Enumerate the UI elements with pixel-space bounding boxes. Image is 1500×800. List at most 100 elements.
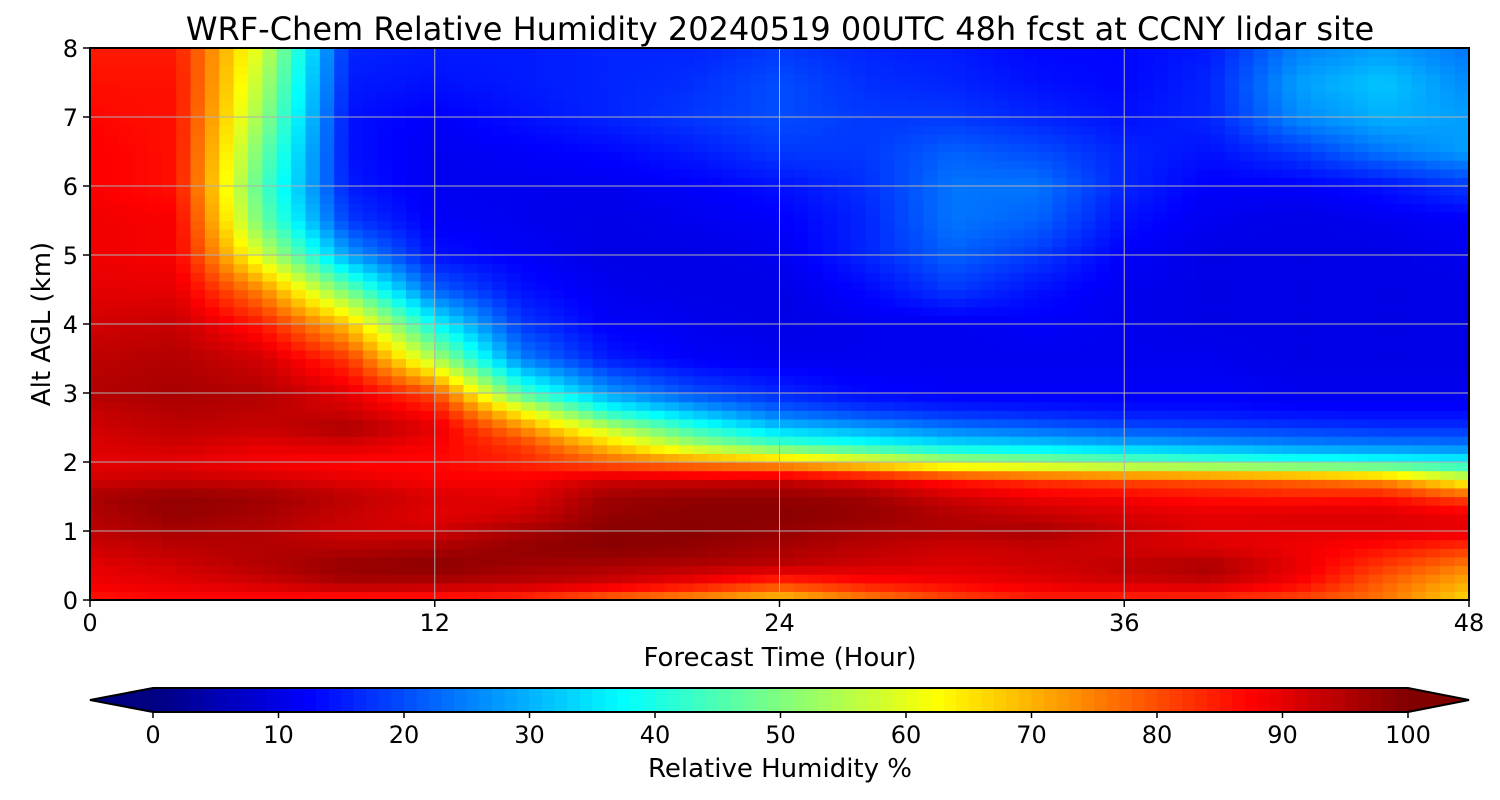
heatmap-cell (535, 203, 551, 213)
heatmap-cell (1425, 539, 1441, 549)
heatmap-cell (319, 160, 335, 170)
heatmap-cell (1023, 375, 1039, 385)
heatmap-cell (262, 436, 278, 446)
heatmap-cell (678, 194, 694, 204)
heatmap-cell (1382, 255, 1398, 265)
heatmap-cell (377, 246, 393, 256)
heatmap-cell (880, 375, 896, 385)
heatmap-cell (1325, 220, 1341, 230)
heatmap-cell (937, 367, 953, 377)
heatmap-cell (161, 237, 177, 247)
heatmap-cell (880, 211, 896, 222)
heatmap-cell (248, 151, 263, 161)
heatmap-cell (1152, 556, 1168, 567)
heatmap-cell (865, 444, 881, 454)
heatmap-cell (219, 229, 235, 239)
heatmap-cell (348, 289, 364, 299)
heatmap-cell (204, 255, 220, 265)
heatmap-cell (678, 341, 694, 351)
heatmap-cell (980, 186, 996, 196)
heatmap-cell (736, 332, 752, 342)
heatmap-cell (836, 298, 852, 308)
heatmap-cell (1397, 470, 1413, 480)
heatmap-cell (262, 505, 278, 515)
heatmap-cell (1138, 393, 1154, 403)
heatmap-cell (1354, 384, 1370, 394)
heatmap-cell (621, 229, 637, 239)
heatmap-cell (994, 177, 1010, 187)
heatmap-cell (880, 393, 896, 403)
heatmap-cell (1454, 255, 1470, 265)
heatmap-cell (607, 349, 623, 360)
heatmap-cell (966, 479, 982, 489)
heatmap-cell (291, 565, 307, 575)
heatmap-cell (1253, 151, 1269, 161)
heatmap-cell (1052, 315, 1068, 325)
heatmap-cell (1425, 556, 1441, 567)
heatmap-cell (406, 203, 421, 213)
heatmap-cell (1282, 436, 1298, 446)
heatmap-cell (549, 436, 565, 446)
heatmap-cell (1181, 186, 1197, 196)
heatmap-cell (535, 367, 551, 377)
heatmap-cell (937, 194, 953, 204)
heatmap-cell (219, 306, 235, 316)
heatmap-cell (894, 272, 910, 282)
heatmap-cell (779, 505, 795, 515)
heatmap-cell (133, 393, 149, 403)
heatmap-cell (693, 591, 709, 601)
heatmap-cell (980, 539, 996, 549)
heatmap-cell (549, 341, 565, 351)
heatmap-cell (607, 556, 623, 567)
heatmap-cell (276, 591, 292, 601)
heatmap-cell (592, 375, 608, 385)
heatmap-cell (650, 168, 666, 178)
heatmap-cell (1038, 462, 1054, 472)
heatmap-cell (535, 487, 551, 498)
heatmap-cell (1023, 324, 1039, 334)
heatmap-cell (1066, 505, 1082, 515)
heatmap-cell (291, 367, 307, 377)
heatmap-cell (118, 375, 134, 385)
heatmap-cell (190, 177, 206, 187)
heatmap-cell (1339, 556, 1355, 567)
heatmap-cell (822, 298, 838, 308)
heatmap-cell (406, 272, 421, 282)
heatmap-cell (1152, 470, 1168, 480)
heatmap-cell (923, 229, 939, 239)
heatmap-cell (477, 246, 493, 256)
heatmap-cell (291, 574, 307, 584)
heatmap-cell (305, 177, 321, 187)
heatmap-cell (434, 410, 450, 420)
heatmap-cell (966, 393, 982, 403)
heatmap-cell (707, 574, 723, 584)
heatmap-cell (765, 263, 781, 273)
heatmap-cell (1167, 410, 1183, 420)
heatmap-cell (276, 548, 292, 558)
heatmap-cell (1296, 332, 1312, 342)
heatmap-cell (219, 574, 235, 584)
heatmap-cell (808, 444, 824, 454)
heatmap-cell (793, 220, 809, 230)
heatmap-cell (377, 220, 393, 230)
heatmap-cell (937, 177, 953, 187)
heatmap-cell (262, 306, 278, 316)
heatmap-cell (1109, 522, 1125, 532)
heatmap-cell (822, 324, 838, 334)
heatmap-cell (276, 470, 292, 480)
heatmap-cell (894, 453, 910, 463)
heatmap-cell (736, 255, 752, 265)
heatmap-cell (779, 229, 795, 239)
heatmap-cell (420, 203, 436, 213)
heatmap-cell (348, 513, 364, 523)
heatmap-cell (923, 582, 939, 592)
heatmap-cell (391, 539, 407, 549)
heatmap-cell (1382, 280, 1398, 291)
heatmap-cell (1095, 574, 1111, 584)
heatmap-cell (276, 393, 292, 403)
heatmap-cell (1397, 539, 1413, 549)
heatmap-cell (248, 194, 263, 204)
heatmap-cell (1009, 255, 1025, 265)
heatmap-cell (1282, 341, 1298, 351)
heatmap-cell (693, 401, 709, 411)
